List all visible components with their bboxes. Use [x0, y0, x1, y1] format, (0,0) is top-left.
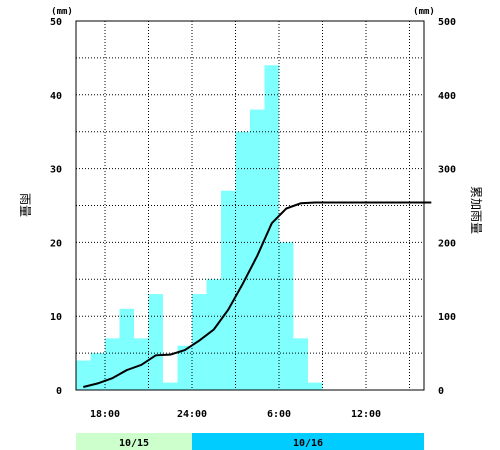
- y-tick-left: 0: [56, 386, 62, 397]
- y-tick-left: 30: [50, 165, 62, 176]
- left-y-ticks: 0 10 20 30 40 50: [50, 17, 62, 397]
- plot-frame: [75, 20, 425, 391]
- rain-bar: [148, 294, 163, 390]
- x-tick: 6:00: [267, 409, 291, 420]
- y-tick-left: 40: [50, 91, 62, 102]
- rain-bar: [221, 190, 236, 390]
- rain-bar: [119, 308, 134, 390]
- rain-bar: [163, 382, 178, 390]
- y-tick-left: 10: [50, 312, 62, 323]
- y-tick-right: 100: [438, 312, 456, 323]
- right-unit-label: (mm): [413, 7, 435, 17]
- rain-bar: [264, 65, 279, 390]
- rain-bar: [90, 353, 105, 390]
- left-axis-title: 雨量: [18, 193, 32, 217]
- date-bar: 10/15 10/16: [76, 433, 424, 450]
- rain-bar: [192, 294, 207, 390]
- rain-bar: [293, 338, 308, 390]
- x-ticks: 18:00 24:00 6:00 12:00: [90, 409, 381, 420]
- rain-bar: [105, 338, 120, 390]
- y-tick-right: 400: [438, 91, 456, 102]
- x-tick: 24:00: [177, 409, 207, 420]
- y-tick-right: 300: [438, 165, 456, 176]
- rain-bar: [206, 279, 221, 390]
- y-tick-right: 0: [438, 386, 444, 397]
- cumulative-line: [83, 201, 432, 388]
- right-axis-title: 累加雨量: [469, 186, 483, 234]
- right-y-ticks: 0 100 200 300 400 500: [438, 17, 456, 397]
- date-segment: [76, 433, 192, 450]
- rain-bar: [76, 360, 91, 390]
- rain-bar: [250, 109, 265, 390]
- y-tick-right: 500: [438, 17, 456, 28]
- y-tick-left: 50: [50, 17, 62, 28]
- grid-lines: [76, 21, 424, 390]
- date-label: 10/16: [293, 438, 323, 449]
- x-tick: 18:00: [90, 409, 120, 420]
- date-segment: [192, 433, 424, 450]
- rain-bar: [235, 131, 250, 390]
- rain-bar: [177, 345, 192, 390]
- y-tick-left: 20: [50, 238, 62, 249]
- plot-border: [75, 20, 425, 391]
- y-tick-right: 200: [438, 238, 456, 249]
- rain-bar: [308, 382, 323, 390]
- left-unit-label: (mm): [51, 7, 73, 17]
- x-tick: 12:00: [351, 409, 381, 420]
- date-label: 10/15: [119, 438, 149, 449]
